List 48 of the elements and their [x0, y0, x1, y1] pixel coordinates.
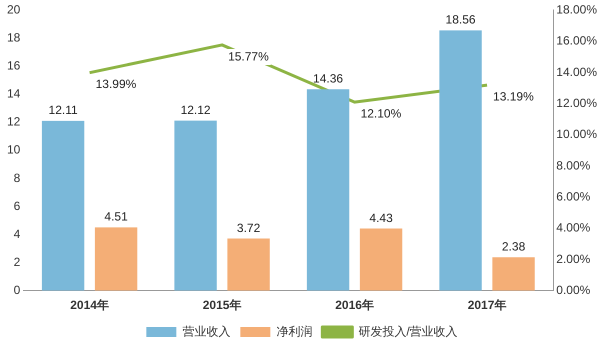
- data-label: 14.36: [313, 72, 344, 86]
- y-tick-label: 12: [6, 114, 21, 129]
- data-label: 2.38: [502, 240, 526, 254]
- y2-tick-label: 6.00%: [556, 189, 591, 204]
- legend-label: 营业收入: [182, 324, 230, 338]
- y-tick-label: 8: [14, 170, 21, 185]
- y-tick-label: 16: [6, 58, 21, 73]
- data-label: 13.19%: [493, 89, 534, 104]
- y-tick-label: 14: [6, 86, 21, 101]
- bar: [306, 89, 350, 291]
- bar: [42, 120, 84, 291]
- data-label: 4.51: [104, 210, 128, 224]
- y2-tick-label: 12.00%: [556, 96, 598, 110]
- y2-tick-label: 16.00%: [556, 34, 598, 48]
- y2-tick-label: 4.00%: [556, 220, 591, 235]
- x-tick-label: 2014年: [70, 298, 109, 312]
- y-tick-label: 20: [6, 2, 21, 17]
- x-tick-label: 2016年: [335, 298, 374, 312]
- data-label: 4.43: [369, 210, 394, 225]
- bar: [360, 228, 402, 291]
- y2-tick-label: 0.00%: [556, 282, 591, 297]
- y2-tick-label: 8.00%: [556, 158, 591, 172]
- y-tick-label: 10: [6, 142, 21, 157]
- y-tick-label: 0: [14, 282, 21, 297]
- y-tick-label: 6: [14, 198, 21, 213]
- legend-label: 研发投入/营业收入: [358, 324, 458, 338]
- y-tick-label: 18: [6, 30, 21, 45]
- y2-tick-label: 18.00%: [556, 2, 598, 17]
- bar: [492, 257, 535, 291]
- bar: [94, 227, 138, 291]
- bar: [439, 30, 482, 291]
- y-tick-label: 4: [14, 226, 21, 241]
- y2-tick-label: 2.00%: [556, 252, 591, 266]
- data-label: 12.10%: [360, 106, 402, 120]
- data-label: 3.72: [236, 220, 261, 235]
- data-label: 15.77%: [228, 49, 270, 64]
- y2-tick-label: 14.00%: [556, 64, 598, 79]
- data-label: 12.12: [180, 102, 211, 117]
- data-label: 12.11: [48, 103, 78, 118]
- bar: [227, 238, 270, 291]
- data-label: 13.99%: [96, 76, 137, 91]
- legend-label: 净利润: [276, 324, 312, 338]
- x-tick-label: 2017年: [468, 298, 506, 312]
- bar: [174, 120, 217, 291]
- data-label: 18.56: [446, 12, 476, 27]
- y-tick-label: 2: [14, 254, 21, 269]
- y2-tick-label: 10.00%: [556, 127, 598, 142]
- x-tick-label: 2015年: [202, 298, 242, 312]
